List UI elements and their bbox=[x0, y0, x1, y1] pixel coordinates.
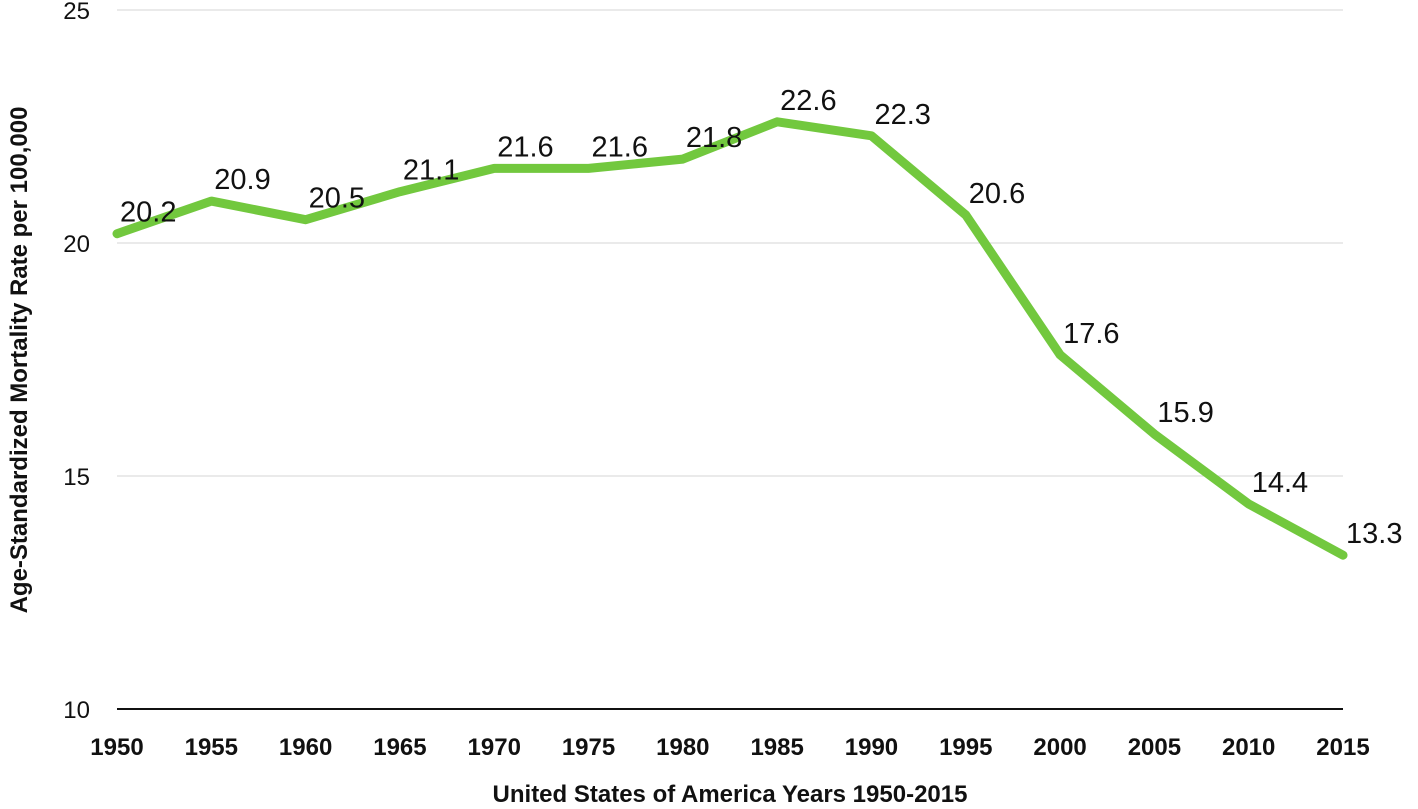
data-label: 20.6 bbox=[969, 178, 1025, 210]
data-label: 15.9 bbox=[1157, 397, 1213, 429]
series-line bbox=[112, 117, 1348, 560]
y-tick-label: 10 bbox=[63, 697, 90, 724]
x-tick-label: 1995 bbox=[939, 734, 992, 761]
y-gridlines bbox=[117, 9, 1343, 477]
x-tick-label: 1990 bbox=[845, 734, 898, 761]
x-tick-label: 2005 bbox=[1128, 734, 1181, 761]
y-axis-title: Age-Standardized Mortality Rate per 100,… bbox=[6, 107, 33, 614]
data-label: 21.6 bbox=[497, 131, 553, 163]
x-tick-label: 2000 bbox=[1033, 734, 1086, 761]
y-tick-label: 25 bbox=[63, 0, 90, 25]
data-label: 21.8 bbox=[686, 122, 742, 154]
x-tick-labels: 1950 1955 1960 1965 1970 1975 1980 1985 1990 1995… bbox=[90, 734, 1369, 761]
data-label: 20.9 bbox=[214, 164, 270, 196]
y-tick-labels: 10 15 20 25 bbox=[63, 0, 90, 724]
data-label: 21.1 bbox=[403, 155, 459, 187]
data-label: 14.4 bbox=[1252, 467, 1308, 499]
x-tick-label: 1965 bbox=[373, 734, 426, 761]
x-tick-label: 1950 bbox=[90, 734, 143, 761]
data-label: 17.6 bbox=[1063, 318, 1119, 350]
x-tick-label: 1980 bbox=[656, 734, 709, 761]
x-axis-title: United States of America Years 1950-2015 bbox=[493, 781, 968, 808]
x-tick-label: 2015 bbox=[1316, 734, 1369, 761]
x-tick-label: 2010 bbox=[1222, 734, 1275, 761]
data-label: 22.3 bbox=[874, 99, 930, 131]
data-label: 20.2 bbox=[120, 197, 176, 229]
data-label: 21.6 bbox=[592, 131, 648, 163]
x-tick-label: 1970 bbox=[468, 734, 521, 761]
data-label: 13.3 bbox=[1346, 518, 1402, 550]
data-labels: 20.2 20.9 20.5 21.1 21.6 21.6 21.8 22.6 22.3 20.6… bbox=[120, 85, 1402, 550]
y-tick-label: 20 bbox=[63, 231, 90, 258]
x-tick-label: 1975 bbox=[562, 734, 615, 761]
x-tick-label: 1960 bbox=[279, 734, 332, 761]
data-label: 22.6 bbox=[780, 85, 836, 117]
y-tick-label: 15 bbox=[63, 464, 90, 491]
x-tick-label: 1955 bbox=[185, 734, 238, 761]
x-tick-label: 1985 bbox=[750, 734, 803, 761]
data-label: 20.5 bbox=[309, 183, 365, 215]
